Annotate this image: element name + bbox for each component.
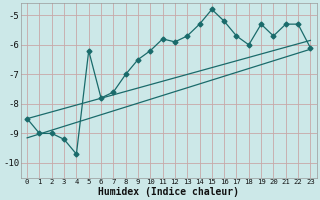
X-axis label: Humidex (Indice chaleur): Humidex (Indice chaleur) [98, 186, 239, 197]
